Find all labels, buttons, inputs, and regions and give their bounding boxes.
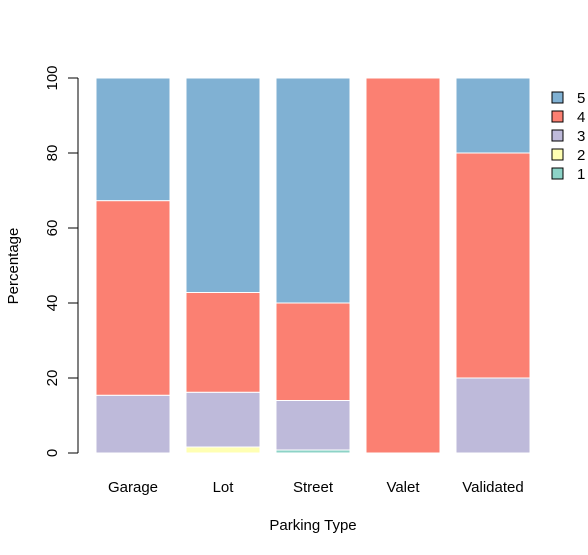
x-axis: Garage Lot Street Valet Validated <box>108 479 524 496</box>
bar-lot-series-5 <box>185 77 261 293</box>
bar-valet-series-4 <box>365 77 441 454</box>
legend-swatch-5 <box>551 91 564 104</box>
legend-label-1: 1 <box>577 166 585 183</box>
bar-street-series-5 <box>275 77 351 304</box>
y-tick-label: 0 <box>44 449 61 457</box>
bar-lot-series-4 <box>185 292 261 393</box>
bars-layer <box>95 77 531 454</box>
bar-validated-series-4 <box>455 152 531 379</box>
bar-street-series-4 <box>275 302 351 401</box>
legend-label-3: 3 <box>577 128 585 145</box>
y-axis: 0 20 40 60 80 100 <box>44 65 79 457</box>
legend-label-2: 2 <box>577 147 585 164</box>
legend: 5 4 3 2 1 <box>551 90 585 183</box>
x-tick-label-lot: Lot <box>213 479 235 496</box>
legend-swatch-3 <box>551 129 564 142</box>
bar-validated-series-3 <box>455 377 531 454</box>
bar-garage-series-5 <box>95 77 171 202</box>
y-tick-label: 100 <box>44 65 61 90</box>
x-axis-label: Parking Type <box>269 517 356 534</box>
bar-garage-series-3 <box>95 394 171 454</box>
y-tick-label: 80 <box>44 145 61 162</box>
bar-garage-series-4 <box>95 200 171 396</box>
bar-validated-series-5 <box>455 77 531 154</box>
legend-swatch-4 <box>551 110 564 123</box>
y-tick-label: 20 <box>44 370 61 387</box>
legend-swatch-2 <box>551 148 564 161</box>
y-tick-label: 40 <box>44 295 61 312</box>
bar-lot-series-3 <box>185 391 261 448</box>
x-tick-label-garage: Garage <box>108 479 158 496</box>
y-axis-label: Percentage <box>5 228 22 305</box>
x-tick-label-validated: Validated <box>462 479 523 496</box>
bar-street-series-3 <box>275 400 351 451</box>
legend-label-4: 4 <box>577 109 585 126</box>
x-tick-label-valet: Valet <box>386 479 420 496</box>
y-tick-label: 60 <box>44 220 61 237</box>
legend-swatch-1 <box>551 167 564 180</box>
legend-label-5: 5 <box>577 90 585 107</box>
bar-lot-series-2 <box>185 446 261 454</box>
x-tick-label-street: Street <box>293 479 334 496</box>
